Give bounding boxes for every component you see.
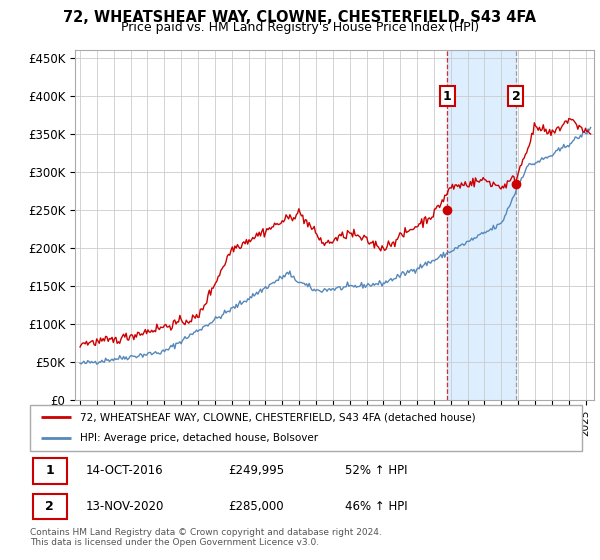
- Text: £285,000: £285,000: [229, 500, 284, 513]
- Text: 72, WHEATSHEAF WAY, CLOWNE, CHESTERFIELD, S43 4FA: 72, WHEATSHEAF WAY, CLOWNE, CHESTERFIELD…: [64, 10, 536, 25]
- Text: 13-NOV-2020: 13-NOV-2020: [85, 500, 164, 513]
- Text: Price paid vs. HM Land Registry's House Price Index (HPI): Price paid vs. HM Land Registry's House …: [121, 21, 479, 34]
- Text: 46% ↑ HPI: 46% ↑ HPI: [344, 500, 407, 513]
- Text: 2: 2: [46, 500, 54, 513]
- Text: 72, WHEATSHEAF WAY, CLOWNE, CHESTERFIELD, S43 4FA (detached house): 72, WHEATSHEAF WAY, CLOWNE, CHESTERFIELD…: [80, 412, 475, 422]
- Text: 52% ↑ HPI: 52% ↑ HPI: [344, 464, 407, 477]
- Text: 14-OCT-2016: 14-OCT-2016: [85, 464, 163, 477]
- Text: Contains HM Land Registry data © Crown copyright and database right 2024.
This d: Contains HM Land Registry data © Crown c…: [30, 528, 382, 547]
- Text: 1: 1: [443, 90, 452, 102]
- Text: £249,995: £249,995: [229, 464, 285, 477]
- Bar: [33, 493, 67, 520]
- Text: 2: 2: [512, 90, 520, 102]
- Text: 1: 1: [46, 464, 54, 477]
- Bar: [33, 458, 67, 484]
- Bar: [447, 50, 516, 400]
- Text: HPI: Average price, detached house, Bolsover: HPI: Average price, detached house, Bols…: [80, 433, 318, 444]
